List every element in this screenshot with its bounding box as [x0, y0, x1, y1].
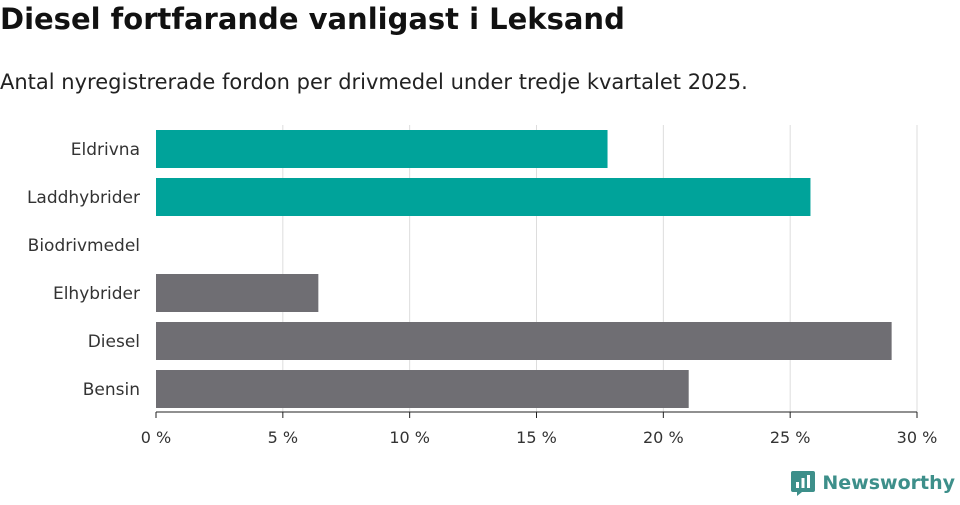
newsworthy-logo-icon — [791, 471, 816, 496]
category-label-elhybrider: Elhybrider — [53, 284, 140, 304]
category-labels: Eldrivna Laddhybrider Biodrivmedel Elhybrid… — [27, 140, 140, 400]
category-label-biodrivmedel: Biodrivmedel — [28, 236, 140, 256]
x-tick-label-0: 0 % — [141, 428, 171, 447]
x-tick-label-10: 10 % — [389, 428, 430, 447]
x-tick-label-5: 5 % — [268, 428, 298, 447]
chart-title: Diesel fortfarande vanligast i Leksand — [0, 2, 625, 36]
bar-elhybrider — [156, 274, 319, 312]
newsworthy-brand: Newsworthy — [790, 469, 955, 497]
category-label-diesel: Diesel — [88, 332, 140, 352]
x-tick-label-25: 25 % — [770, 428, 811, 447]
bar-diesel — [156, 322, 892, 360]
category-label-eldrivna: Eldrivna — [71, 140, 140, 160]
x-tick-label-20: 20 % — [643, 428, 684, 447]
grid-lines — [282, 125, 918, 412]
bar-laddhybrider — [156, 178, 811, 216]
x-tick-label-15: 15 % — [516, 428, 557, 447]
brand-name: Newsworthy — [822, 472, 955, 494]
chart-subtitle: Antal nyregistrerade fordon per drivmede… — [0, 70, 748, 94]
bars — [156, 130, 892, 408]
bar-bensin — [156, 370, 689, 408]
category-label-laddhybrider: Laddhybrider — [27, 188, 140, 208]
x-tick-label-30: 30 % — [897, 428, 938, 447]
x-axis: 0 % 5 % 10 % 15 % 20 % 25 % 30 % — [141, 411, 938, 447]
category-label-bensin: Bensin — [83, 380, 140, 400]
bar-eldrivna — [156, 130, 608, 168]
